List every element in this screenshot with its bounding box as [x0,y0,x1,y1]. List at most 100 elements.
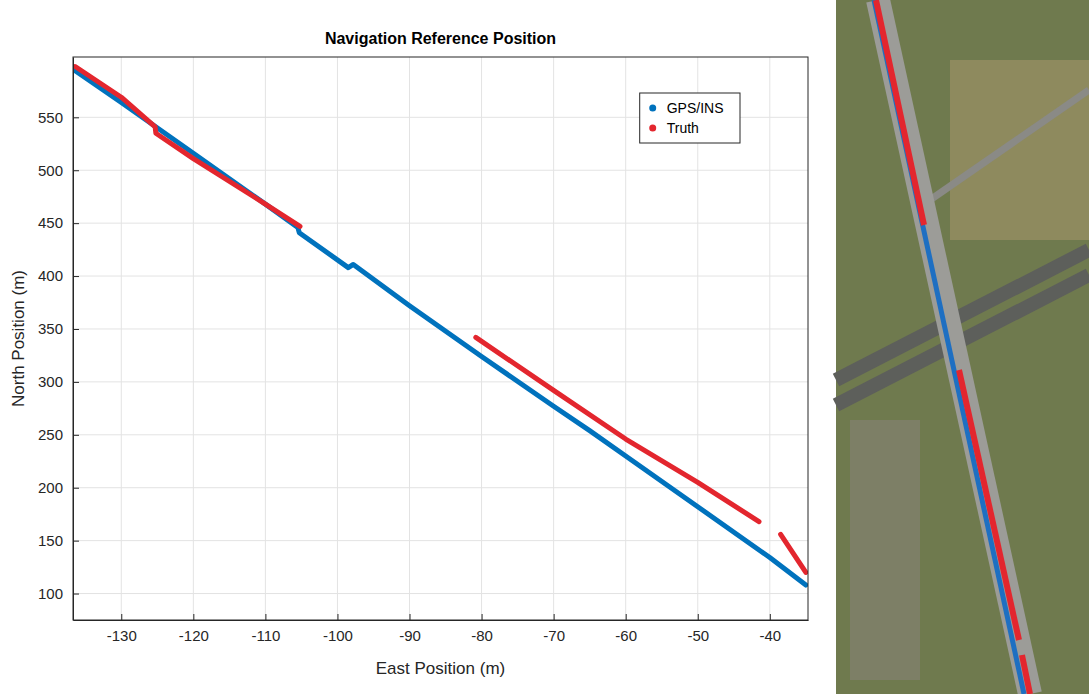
y-tick-label: 250 [38,426,63,443]
x-tick-label: -50 [687,627,709,644]
y-tick-label: 200 [38,479,63,496]
y-tick-mark [73,117,79,118]
plot-frame [73,57,808,620]
y-tick: 350 [38,320,79,337]
series-line [75,67,806,573]
grid-line-y [73,540,808,541]
y-tick: 250 [38,426,79,443]
x-tick-mark [554,614,555,620]
x-tick: -70 [543,614,565,644]
y-tick-mark [73,276,79,277]
y-tick: 500 [38,162,79,179]
x-tick-mark [193,614,194,620]
x-tick-label: -130 [107,627,137,644]
x-tick-mark [626,614,627,620]
grid [73,57,808,620]
y-tick-label: 400 [38,267,63,284]
x-tick-mark [482,614,483,620]
x-tick-mark [698,614,699,620]
x-tick: -100 [323,614,353,644]
series-line [74,70,806,585]
y-tick-mark [73,435,79,436]
grid-line-x [265,57,266,620]
legend-box [640,93,740,143]
grid-line-x [337,57,338,620]
grid-line-x [193,57,194,620]
legend-label: Truth [667,120,699,136]
y-tick-label: 550 [38,109,63,126]
y-axis-title: North Position (m) [9,270,28,407]
grid-line-x [625,57,626,620]
x-tick: -60 [615,614,637,644]
data-layer [74,67,806,586]
x-tick-label: -110 [251,627,280,644]
map-side-road [930,90,1089,200]
x-tick-mark [265,614,266,620]
y-tick: 300 [38,373,79,390]
grid-line-x [769,57,770,620]
x-tick-label: -120 [179,627,209,644]
grid-line-y [73,487,808,488]
x-tick: -110 [251,614,280,644]
y-tick: 100 [38,585,79,602]
x-tick: -90 [399,614,421,644]
x-tick-mark [410,614,411,620]
x-axis-title: East Position (m) [376,659,505,678]
y-tick: 450 [38,214,79,231]
x-tick-mark [121,614,122,620]
y-axis: 100 150 200 250 300 350 400 450 500 550 [38,58,79,621]
y-tick-mark [73,541,79,542]
map-ground [836,0,1089,694]
y-tick-label: 350 [38,320,63,337]
x-tick-label: -60 [615,627,637,644]
grid-line-x [553,57,554,620]
grid-line-x [409,57,410,620]
grid-line-x [121,57,122,620]
x-axis: -130 -120 -110 -100 -90 -80 -70 -60 -50 -40 [74,614,809,644]
x-tick: -80 [471,614,493,644]
map-track-red [1022,655,1030,694]
y-tick-label: 500 [38,162,63,179]
y-tick-label: 300 [38,373,63,390]
legend-label: GPS/INS [667,100,724,116]
y-tick-mark [73,594,79,595]
map-track-red [959,370,1019,640]
y-tick: 400 [38,267,79,284]
x-tick: -120 [179,614,209,644]
legend-marker [649,125,656,132]
y-tick-mark [73,488,79,489]
grid-line-y [73,170,808,171]
legend: GPS/INS Truth [640,93,740,143]
y-tick-label: 100 [38,585,63,602]
chart-title: Navigation Reference Position [325,30,556,47]
map-lot [850,420,920,680]
y-tick: 550 [38,109,79,126]
x-axis-line [74,620,809,621]
grid-line-y [73,381,808,382]
x-tick-label: -100 [323,627,353,644]
y-tick-label: 150 [38,532,63,549]
x-tick-label: -90 [399,627,421,644]
canvas: -130 -120 -110 -100 -90 -80 -70 -60 -50 -40 100 150… [0,0,1089,694]
plot-background [73,57,808,620]
x-tick-label: -80 [471,627,493,644]
y-tick-mark [73,170,79,171]
y-tick: 200 [38,479,79,496]
x-tick: -40 [759,614,781,644]
grid-line-y [73,593,808,594]
x-tick: -50 [687,614,709,644]
x-tick-label: -40 [759,627,781,644]
grid-line-y [73,223,808,224]
x-tick: -130 [107,614,137,644]
grid-line-y [73,434,808,435]
map-track-red [876,0,924,225]
grid-line-y [73,276,808,277]
map-field [950,60,1089,240]
y-tick-mark [73,223,79,224]
y-tick-mark [73,329,79,330]
legend-marker [649,105,656,112]
legend-item: GPS/INS [649,100,723,116]
y-tick-label: 450 [38,214,63,231]
y-axis-line [73,58,74,621]
map-panel [836,0,1089,694]
